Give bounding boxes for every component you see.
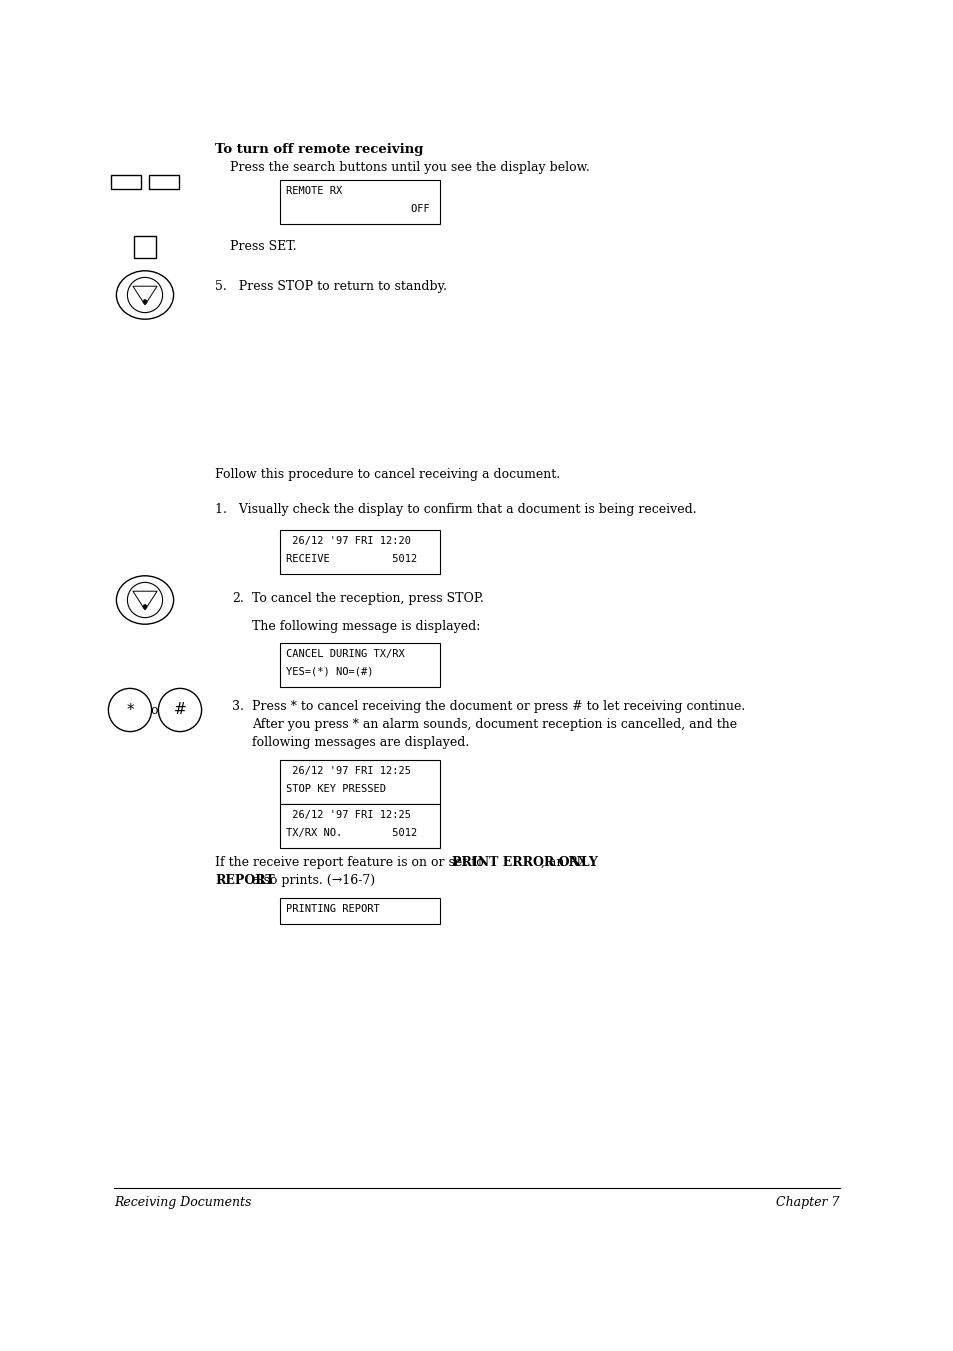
Text: #: # [173,703,186,717]
Text: If the receive report feature is on or set to: If the receive report feature is on or s… [214,857,487,869]
Text: 26/12 '97 FRI 12:25: 26/12 '97 FRI 12:25 [286,811,411,820]
Text: 5.   Press STOP to return to standby.: 5. Press STOP to return to standby. [214,280,447,293]
Polygon shape [132,592,157,609]
Text: TX/RX NO.        5012: TX/RX NO. 5012 [286,828,416,838]
Text: 3.: 3. [232,700,244,713]
Bar [133,236,156,258]
Text: Follow this procedure to cancel receiving a document.: Follow this procedure to cancel receivin… [214,467,559,481]
Ellipse shape [143,605,147,608]
Text: To cancel the reception, press STOP.: To cancel the reception, press STOP. [252,592,483,605]
Bar [111,176,141,189]
Bar [280,761,439,804]
Text: Receiving Documents: Receiving Documents [113,1196,251,1209]
Text: CANCEL DURING TX/RX: CANCEL DURING TX/RX [286,648,404,659]
Ellipse shape [116,270,173,319]
Bar [280,643,439,688]
Bar [149,176,179,189]
Text: Press * to cancel receiving the document or press # to let receiving continue.: Press * to cancel receiving the document… [252,700,744,713]
Text: PRINTING REPORT: PRINTING REPORT [286,904,379,915]
Text: Press the search buttons until you see the display below.: Press the search buttons until you see t… [230,161,589,174]
Text: STOP KEY PRESSED: STOP KEY PRESSED [286,784,386,794]
Text: PRINT ERROR ONLY: PRINT ERROR ONLY [452,857,598,869]
Text: 26/12 '97 FRI 12:20: 26/12 '97 FRI 12:20 [286,536,411,546]
Text: To turn off remote receiving: To turn off remote receiving [214,143,423,155]
Text: following messages are displayed.: following messages are displayed. [252,736,469,748]
Ellipse shape [128,582,162,617]
Ellipse shape [143,300,147,304]
Text: RECEIVE          5012: RECEIVE 5012 [286,554,416,563]
Text: Press SET.: Press SET. [230,240,296,253]
Text: or: or [150,704,164,716]
Text: also prints. (→16-7): also prints. (→16-7) [248,874,375,888]
Text: 1.   Visually check the display to confirm that a document is being received.: 1. Visually check the display to confirm… [214,503,696,516]
Ellipse shape [128,277,162,312]
Text: 26/12 '97 FRI 12:25: 26/12 '97 FRI 12:25 [286,766,411,775]
Text: OFF: OFF [286,204,429,213]
Bar [280,530,439,574]
Text: The following message is displayed:: The following message is displayed: [252,620,480,634]
Text: REMOTE RX: REMOTE RX [286,186,342,196]
Text: After you press * an alarm sounds, document reception is cancelled, and the: After you press * an alarm sounds, docum… [252,717,737,731]
Bar [280,804,439,848]
Bar [280,898,439,924]
Text: 2.: 2. [232,592,244,605]
Text: , an RX: , an RX [540,857,586,869]
Text: *: * [126,703,133,717]
Text: REPORT: REPORT [214,874,274,888]
Bar [280,180,439,224]
Text: Chapter 7: Chapter 7 [776,1196,840,1209]
Text: YES=(*) NO=(#): YES=(*) NO=(#) [286,667,374,677]
Ellipse shape [116,576,173,624]
Ellipse shape [109,689,152,732]
Polygon shape [132,286,157,305]
Ellipse shape [158,689,201,732]
